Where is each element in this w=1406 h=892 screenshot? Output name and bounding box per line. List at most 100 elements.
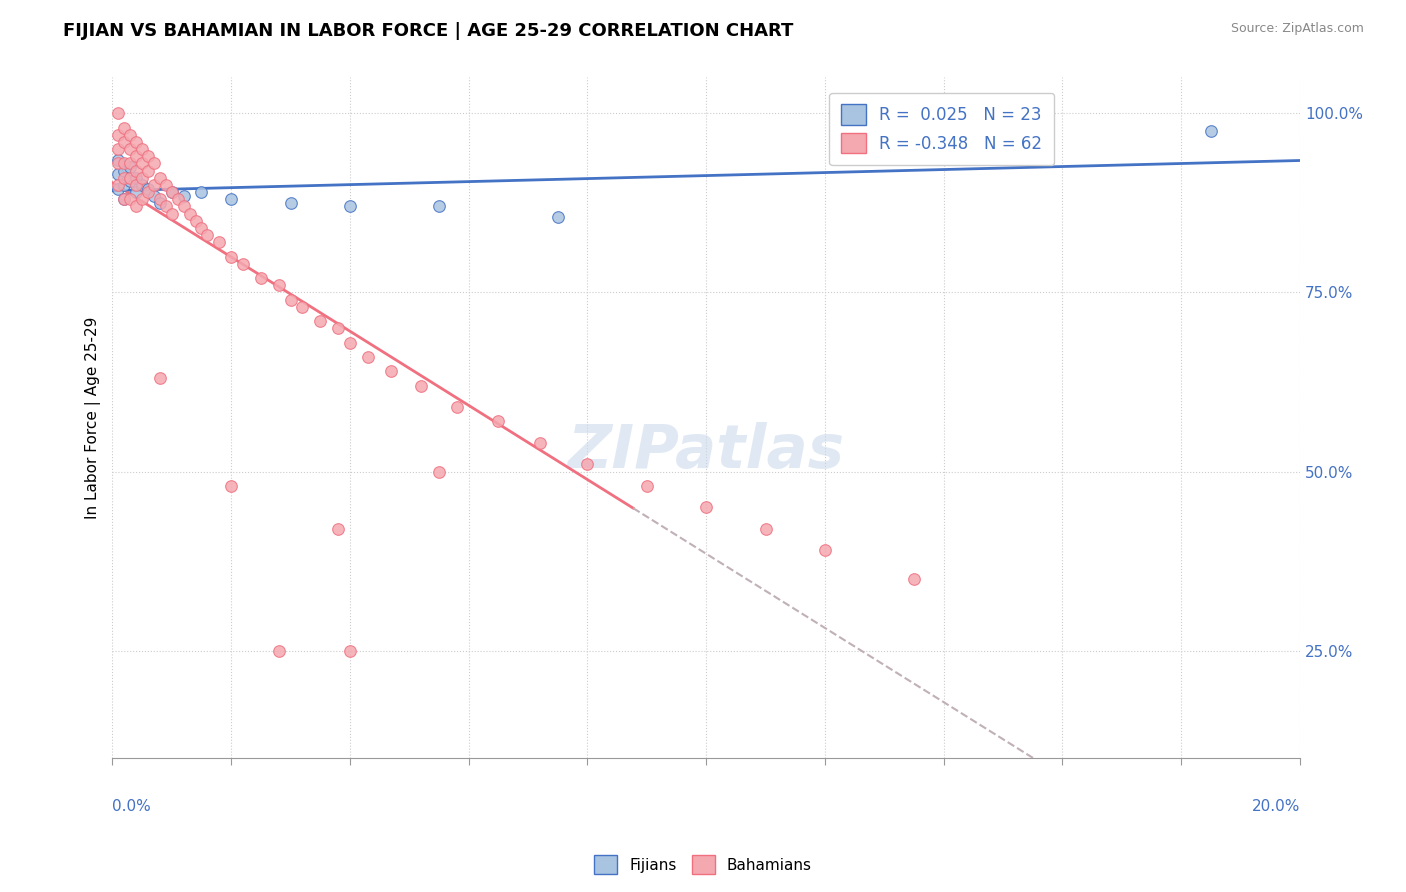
Point <box>267 278 290 293</box>
Point <box>131 192 153 206</box>
Point <box>155 199 177 213</box>
Point <box>107 106 129 120</box>
Point <box>380 364 402 378</box>
Text: ZIPatlas: ZIPatlas <box>568 423 845 482</box>
Legend: R =  0.025   N = 23, R = -0.348   N = 62: R = 0.025 N = 23, R = -0.348 N = 62 <box>830 93 1054 165</box>
Point <box>190 185 212 199</box>
Point <box>486 415 509 429</box>
Point <box>291 300 314 314</box>
Point <box>427 465 450 479</box>
Point <box>446 400 468 414</box>
Point <box>112 163 135 178</box>
Point <box>232 257 254 271</box>
Point <box>219 479 242 493</box>
Point <box>250 271 273 285</box>
Point <box>903 572 925 586</box>
Point <box>814 543 837 558</box>
Point <box>143 188 166 202</box>
Point <box>149 192 172 206</box>
Point <box>120 160 142 174</box>
Point <box>131 178 153 192</box>
Point <box>695 500 717 515</box>
Point <box>107 156 129 170</box>
Point <box>173 188 195 202</box>
Point <box>125 170 148 185</box>
Point <box>357 350 380 364</box>
Point <box>131 156 153 170</box>
Text: 0.0%: 0.0% <box>112 799 152 814</box>
Y-axis label: In Labor Force | Age 25-29: In Labor Force | Age 25-29 <box>86 317 101 519</box>
Point <box>125 185 148 199</box>
Text: Source: ZipAtlas.com: Source: ZipAtlas.com <box>1230 22 1364 36</box>
Point <box>160 185 183 199</box>
Point <box>547 211 569 225</box>
Point <box>120 128 142 142</box>
Point <box>120 142 142 156</box>
Point <box>755 522 778 536</box>
Point <box>149 371 172 385</box>
Point <box>280 293 302 307</box>
Point <box>136 185 159 199</box>
Point <box>107 153 129 167</box>
Point <box>219 250 242 264</box>
Point <box>112 135 135 149</box>
Point <box>267 644 290 658</box>
Point <box>143 178 166 192</box>
Point <box>120 192 142 206</box>
Legend: Fijians, Bahamians: Fijians, Bahamians <box>588 849 818 880</box>
Point <box>219 192 242 206</box>
Point <box>125 149 148 163</box>
Point <box>107 142 129 156</box>
Point <box>160 206 183 220</box>
Point <box>208 235 231 250</box>
Point <box>107 178 129 192</box>
Point <box>309 314 332 328</box>
Point <box>427 199 450 213</box>
Point <box>184 214 207 228</box>
Point <box>173 199 195 213</box>
Point <box>112 178 135 192</box>
Point <box>125 178 148 192</box>
Point <box>339 199 361 213</box>
Point <box>280 195 302 210</box>
Point <box>339 644 361 658</box>
Point <box>107 128 129 142</box>
Point <box>131 170 153 185</box>
Point <box>149 170 172 185</box>
Point <box>125 199 148 213</box>
Point <box>636 479 658 493</box>
Point <box>143 156 166 170</box>
Point <box>411 378 433 392</box>
Point <box>120 170 142 185</box>
Point <box>155 178 177 192</box>
Point <box>166 192 188 206</box>
Point <box>529 436 551 450</box>
Point <box>120 174 142 188</box>
Point <box>112 192 135 206</box>
Point <box>107 181 129 195</box>
Point <box>107 167 129 181</box>
Point <box>112 170 135 185</box>
Text: FIJIAN VS BAHAMIAN IN LABOR FORCE | AGE 25-29 CORRELATION CHART: FIJIAN VS BAHAMIAN IN LABOR FORCE | AGE … <box>63 22 793 40</box>
Point <box>136 181 159 195</box>
Point <box>136 149 159 163</box>
Point <box>339 335 361 350</box>
Point <box>112 192 135 206</box>
Point <box>179 206 201 220</box>
Point <box>131 142 153 156</box>
Point <box>326 522 349 536</box>
Text: 20.0%: 20.0% <box>1251 799 1301 814</box>
Point <box>160 185 183 199</box>
Point <box>1199 124 1222 138</box>
Point <box>136 163 159 178</box>
Point <box>112 156 135 170</box>
Point <box>120 156 142 170</box>
Point <box>190 221 212 235</box>
Point <box>197 228 219 243</box>
Point <box>326 321 349 335</box>
Point <box>125 135 148 149</box>
Point <box>149 195 172 210</box>
Point <box>576 458 599 472</box>
Point <box>112 120 135 135</box>
Point <box>125 163 148 178</box>
